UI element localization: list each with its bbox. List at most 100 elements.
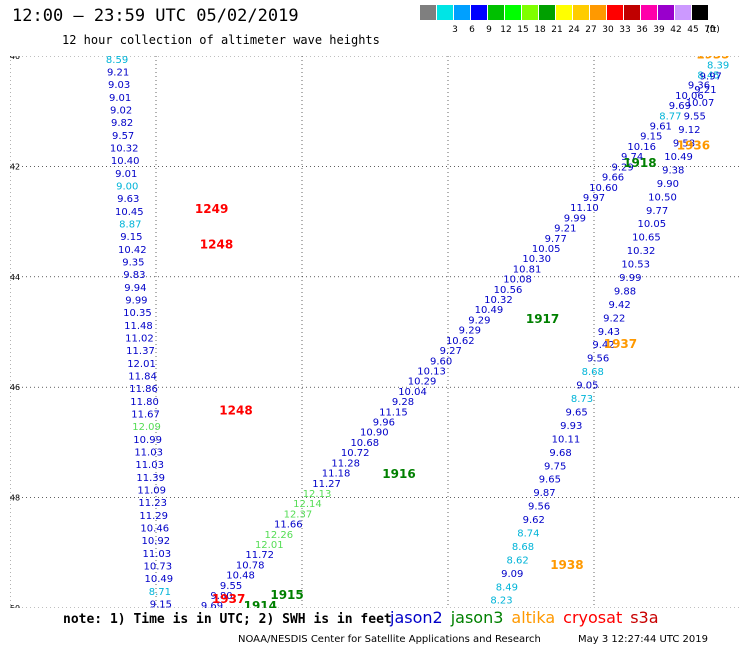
swh-value: 10.32 — [484, 295, 513, 306]
legend-color-6 — [522, 5, 538, 20]
swh-value: 8.39 — [707, 60, 729, 71]
swh-value: 9.77 — [545, 234, 567, 245]
swh-value: 9.29 — [611, 162, 633, 173]
swh-value: 9.02 — [110, 105, 132, 116]
swh-value: 9.97 — [700, 71, 722, 82]
swh-value: 11.48 — [124, 321, 153, 332]
legend-label: 42 — [670, 25, 682, 35]
satellite-legend: jason2 jason3 altika cryosat s3a — [390, 608, 667, 627]
legend-color-9 — [573, 5, 589, 20]
swh-value: 8.73 — [571, 394, 593, 405]
swh-value: 10.30 — [522, 254, 551, 265]
swh-value: 10.49 — [145, 574, 174, 585]
time-label: 1915 — [270, 588, 303, 602]
swh-value: 10.81 — [513, 264, 542, 275]
swh-value: 9.09 — [501, 569, 523, 580]
swh-value: 10.42 — [118, 245, 147, 256]
swh-value: 9.15 — [640, 132, 662, 143]
legend-label: 39 — [653, 25, 665, 35]
swh-value: 9.56 — [587, 354, 609, 365]
swh-value: 8.62 — [506, 555, 528, 566]
swh-value: 11.72 — [245, 550, 274, 561]
swh-value: 9.55 — [220, 581, 242, 592]
legend-label: 3 — [452, 25, 458, 35]
swh-value: 9.55 — [684, 112, 706, 123]
swh-value: 9.57 — [112, 131, 134, 142]
legend-label: 18 — [534, 25, 546, 35]
swh-value: 10.56 — [494, 285, 523, 296]
swh-value: 9.88 — [614, 286, 636, 297]
swh-value: 9.03 — [108, 80, 130, 91]
swh-value: 8.68 — [512, 542, 534, 553]
swh-value: 11.80 — [130, 397, 159, 408]
y-tick-label: -40 — [10, 56, 20, 61]
swh-value: 11.84 — [128, 372, 157, 383]
legend-color-14 — [658, 5, 674, 20]
legend-color-7 — [539, 5, 555, 20]
time-label: 1918 — [623, 156, 656, 170]
legend-color-11 — [607, 5, 623, 20]
swh-value: 9.97 — [583, 193, 605, 204]
y-tick-label: -46 — [10, 383, 20, 392]
legend-label: 45 — [687, 25, 699, 35]
swh-value: 10.92 — [141, 536, 170, 547]
legend-color-1 — [437, 5, 453, 20]
y-tick-label: -48 — [10, 494, 20, 503]
legend-unit: (ft) — [706, 25, 720, 35]
swh-value: 10.53 — [621, 260, 650, 271]
time-label: 1937 — [604, 337, 637, 351]
legend-label: 21 — [551, 25, 563, 35]
time-label: 1938 — [550, 558, 583, 572]
legend-label: 30 — [602, 25, 614, 35]
swh-value: 9.99 — [125, 295, 147, 306]
swh-value: 9.65 — [539, 475, 561, 486]
swh-value: 12.09 — [132, 422, 161, 433]
wave-height-map: -45-42-39-36-33-30-40-42-44-46-48-508.59… — [3, 47, 740, 619]
legend-color-0 — [420, 5, 436, 20]
satellite-jason3: jason3 — [450, 608, 504, 627]
swh-value: 11.15 — [379, 407, 408, 418]
swh-value: 10.78 — [236, 560, 265, 571]
swh-value: 9.21 — [554, 224, 576, 235]
swh-value: 9.01 — [109, 93, 131, 104]
swh-value: 11.03 — [135, 460, 164, 471]
swh-value: 9.42 — [608, 300, 630, 311]
swh-value: 9.27 — [440, 346, 462, 357]
time-label: 1936 — [677, 138, 710, 152]
swh-value: 10.99 — [133, 435, 162, 446]
swh-value: 11.29 — [139, 511, 168, 522]
swh-value: 10.11 — [552, 434, 581, 445]
swh-value: 11.23 — [138, 498, 167, 509]
swh-value: 12.01 — [127, 359, 156, 370]
swh-value: 8.23 — [490, 596, 512, 607]
swh-value: 9.62 — [523, 515, 545, 526]
time-label: 1914 — [244, 599, 277, 608]
swh-value: 11.18 — [322, 469, 351, 480]
legend-label: 9 — [486, 25, 492, 35]
swh-value: 9.87 — [533, 488, 555, 499]
swh-value: 10.32 — [627, 246, 656, 257]
swh-value: 11.66 — [274, 520, 303, 531]
swh-value: 12.01 — [255, 540, 284, 551]
legend-label: 27 — [585, 25, 597, 35]
swh-value: 9.75 — [544, 461, 566, 472]
swh-value: 10.29 — [408, 377, 437, 388]
y-tick-label: -42 — [10, 162, 20, 171]
swh-value: 9.96 — [373, 418, 395, 429]
legend-color-4 — [488, 5, 504, 20]
legend-label: 15 — [517, 25, 529, 35]
swh-value: 9.60 — [430, 356, 452, 367]
time-label: 1248 — [200, 238, 233, 252]
satellite-jason2: jason2 — [390, 608, 443, 627]
swh-value: 9.15 — [120, 232, 142, 243]
swh-value: 9.80 — [210, 591, 232, 602]
swh-value: 10.62 — [446, 336, 475, 347]
swh-value: 9.77 — [646, 206, 668, 217]
swh-value: 11.10 — [570, 203, 599, 214]
swh-value: 9.38 — [662, 165, 684, 176]
swh-value: 10.16 — [627, 142, 656, 153]
swh-value: 12.37 — [284, 509, 313, 520]
swh-value: 9.65 — [566, 407, 588, 418]
swh-value: 11.02 — [125, 334, 154, 345]
swh-value: 11.03 — [134, 448, 163, 459]
